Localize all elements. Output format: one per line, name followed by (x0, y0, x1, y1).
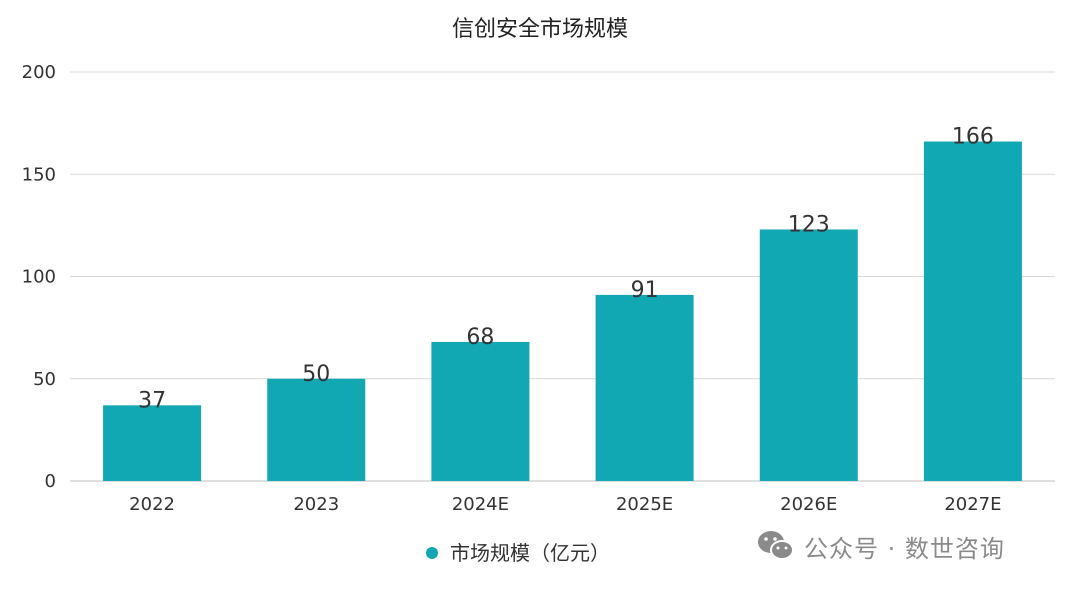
bar (267, 378, 366, 481)
bar (595, 294, 694, 481)
data-label: 37 (138, 388, 166, 413)
data-label: 68 (466, 325, 494, 350)
data-label: 91 (631, 278, 659, 303)
y-tick-label: 0 (45, 471, 56, 492)
y-tick-label: 100 (22, 267, 56, 288)
x-tick-label: 2026E (780, 494, 837, 515)
x-tick-label: 2027E (944, 494, 1001, 515)
x-tick-label: 2025E (616, 494, 673, 515)
legend-label: 市场规模（亿元） (450, 541, 610, 565)
x-tick-label: 2022 (129, 494, 175, 515)
x-tick-label: 2023 (293, 494, 339, 515)
watermark: 公众号 · 数世咨询 (756, 526, 1005, 566)
bar (759, 229, 858, 481)
x-tick-label: 2024E (452, 494, 509, 515)
chart-title: 信创安全市场规模 (452, 17, 628, 42)
y-tick-label: 150 (22, 164, 56, 185)
wechat-icon (758, 531, 794, 560)
data-label: 123 (788, 212, 830, 237)
data-label: 50 (302, 362, 330, 387)
y-tick-label: 50 (33, 369, 56, 390)
bar (103, 405, 202, 481)
legend: 市场规模（亿元） (426, 541, 610, 565)
y-tick-label: 200 (22, 62, 56, 83)
data-label: 166 (952, 125, 994, 150)
bar (923, 141, 1022, 481)
legend-marker (426, 547, 438, 559)
bar (431, 341, 530, 481)
watermark-text: 公众号 · 数世咨询 (804, 534, 1005, 563)
